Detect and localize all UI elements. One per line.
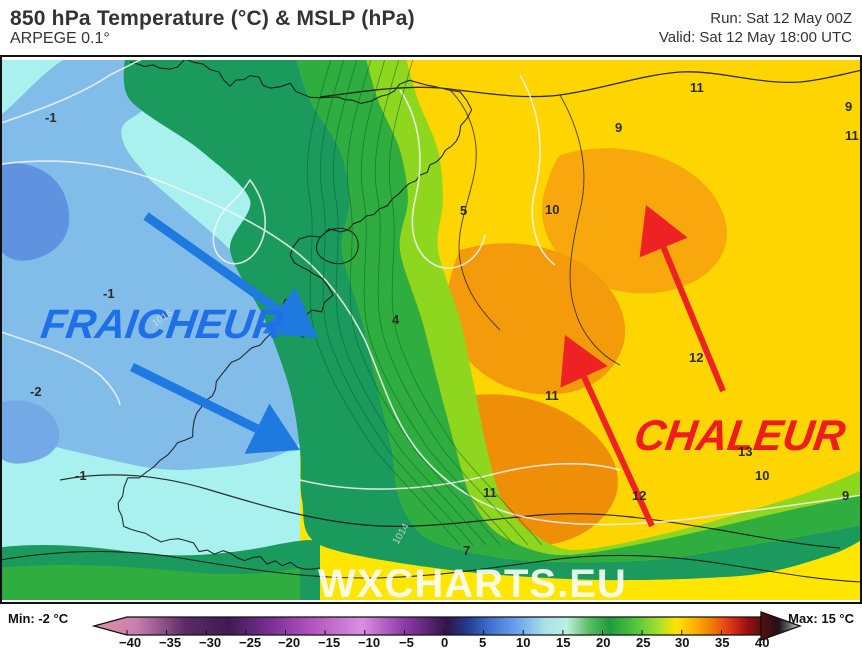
svg-text:9: 9 <box>842 488 849 503</box>
svg-text:-2: -2 <box>30 384 42 399</box>
svg-text:-1: -1 <box>103 286 115 301</box>
svg-text:10: 10 <box>545 202 559 217</box>
svg-text:11: 11 <box>845 128 859 143</box>
svg-text:9: 9 <box>615 120 622 135</box>
svg-text:-1: -1 <box>75 468 87 483</box>
svg-text:9: 9 <box>845 99 852 114</box>
svg-text:5: 5 <box>460 203 467 218</box>
svg-text:11: 11 <box>545 388 559 403</box>
svg-text:7: 7 <box>463 543 470 558</box>
svg-text:13: 13 <box>738 444 752 459</box>
svg-text:1016: 1016 <box>137 20 162 42</box>
svg-text:WXCHARTS.EU: WXCHARTS.EU <box>318 562 627 606</box>
svg-text:11: 11 <box>483 485 497 500</box>
svg-text:-1: -1 <box>45 110 57 125</box>
svg-text:4: 4 <box>392 312 400 327</box>
svg-text:11: 11 <box>690 80 704 95</box>
svg-text:10: 10 <box>755 468 769 483</box>
svg-text:12: 12 <box>632 488 646 503</box>
svg-text:12: 12 <box>689 350 703 365</box>
